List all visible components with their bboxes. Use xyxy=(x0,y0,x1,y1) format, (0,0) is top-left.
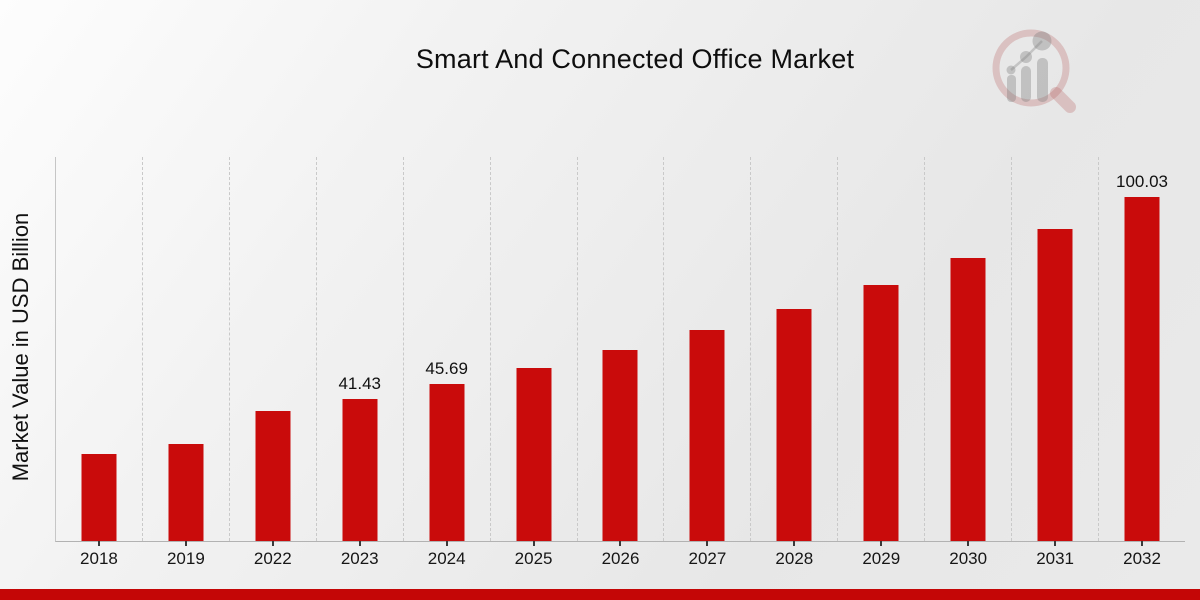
magnifier-lens-icon xyxy=(992,29,1076,113)
x-axis-tick xyxy=(532,541,535,546)
bar-2026 xyxy=(602,350,638,541)
x-tick-label-2032: 2032 xyxy=(1123,549,1161,568)
bar-2024 xyxy=(429,384,465,541)
bar-2019 xyxy=(168,444,204,541)
x-axis-tick xyxy=(1054,541,1057,546)
magnifier-bar-chart-logo-icon xyxy=(992,29,1076,113)
chart-title: Smart And Connected Office Market xyxy=(415,44,855,74)
x-axis-tick xyxy=(445,541,448,546)
bar-value-label-2023: 41.43 xyxy=(338,374,381,393)
bar-slot-2028: 2028 xyxy=(750,157,837,568)
x-tick-label-2019: 2019 xyxy=(166,549,205,568)
x-tick-label-2027: 2027 xyxy=(688,549,727,568)
bar-2023 xyxy=(342,399,378,541)
bar-slot-2032: 100.03 2032 xyxy=(1098,157,1185,568)
bar-2032 xyxy=(1124,197,1160,541)
x-axis-tick xyxy=(184,541,187,546)
x-tick-label-2031: 2031 xyxy=(1036,549,1075,568)
x-tick-label-2026: 2026 xyxy=(601,549,640,568)
x-tick-label-2030: 2030 xyxy=(949,549,988,568)
bar-slot-2030: 2030 xyxy=(924,157,1011,568)
x-axis-tick xyxy=(1141,541,1144,546)
bar-slot-2024: 45.69 2024 xyxy=(402,157,490,568)
bar-2018 xyxy=(81,454,117,541)
x-axis-tick xyxy=(271,541,274,546)
bar-2030 xyxy=(950,258,986,541)
x-tick-label-2024: 2024 xyxy=(427,549,466,568)
x-axis-tick xyxy=(97,541,100,546)
bar-2028 xyxy=(776,309,812,541)
bar-slot-2018: 2018 xyxy=(56,157,142,568)
bar-slot-2019: 2019 xyxy=(141,157,229,568)
x-axis-tick xyxy=(619,541,622,546)
bar-slot-2025: 2025 xyxy=(489,157,577,568)
x-axis-tick xyxy=(967,541,970,546)
x-tick-label-2022: 2022 xyxy=(253,549,292,568)
bar-value-label-2024: 45.69 xyxy=(425,359,468,378)
x-tick-label-2025: 2025 xyxy=(514,549,553,568)
x-tick-label-2029: 2029 xyxy=(862,549,901,568)
bar-2025 xyxy=(516,368,552,541)
footer-accent-bar xyxy=(0,589,1200,600)
plot-area: 2018 2019 2022 41.43 2023 45.69 2024 2025 2026 20… xyxy=(55,157,1185,568)
bar-slot-2027: 2027 xyxy=(663,157,750,568)
y-axis-label: Market Value in USD Billion xyxy=(8,212,33,482)
bar-slot-2031: 2031 xyxy=(1011,157,1098,568)
x-tick-label-2028: 2028 xyxy=(775,549,814,568)
logo-trend-dots-icon xyxy=(1006,31,1052,75)
bar-2031 xyxy=(1037,229,1073,541)
x-tick-label-2018: 2018 xyxy=(80,549,118,568)
bar-slot-2022: 2022 xyxy=(228,157,316,568)
bar-2029 xyxy=(863,285,899,541)
x-tick-label-2023: 2023 xyxy=(340,549,379,568)
bar-slot-2023: 41.43 2023 xyxy=(315,157,403,568)
x-axis-tick xyxy=(880,541,883,546)
x-axis-tick xyxy=(706,541,709,546)
bar-2022 xyxy=(255,411,291,541)
bar-value-label-2032: 100.03 xyxy=(1116,172,1169,191)
bar-2027 xyxy=(689,330,725,541)
logo-bars-icon xyxy=(1007,58,1048,102)
x-axis-tick xyxy=(793,541,796,546)
bar-slot-2026: 2026 xyxy=(576,157,664,568)
x-axis-tick xyxy=(358,541,361,546)
bar-slot-2029: 2029 xyxy=(837,157,924,568)
